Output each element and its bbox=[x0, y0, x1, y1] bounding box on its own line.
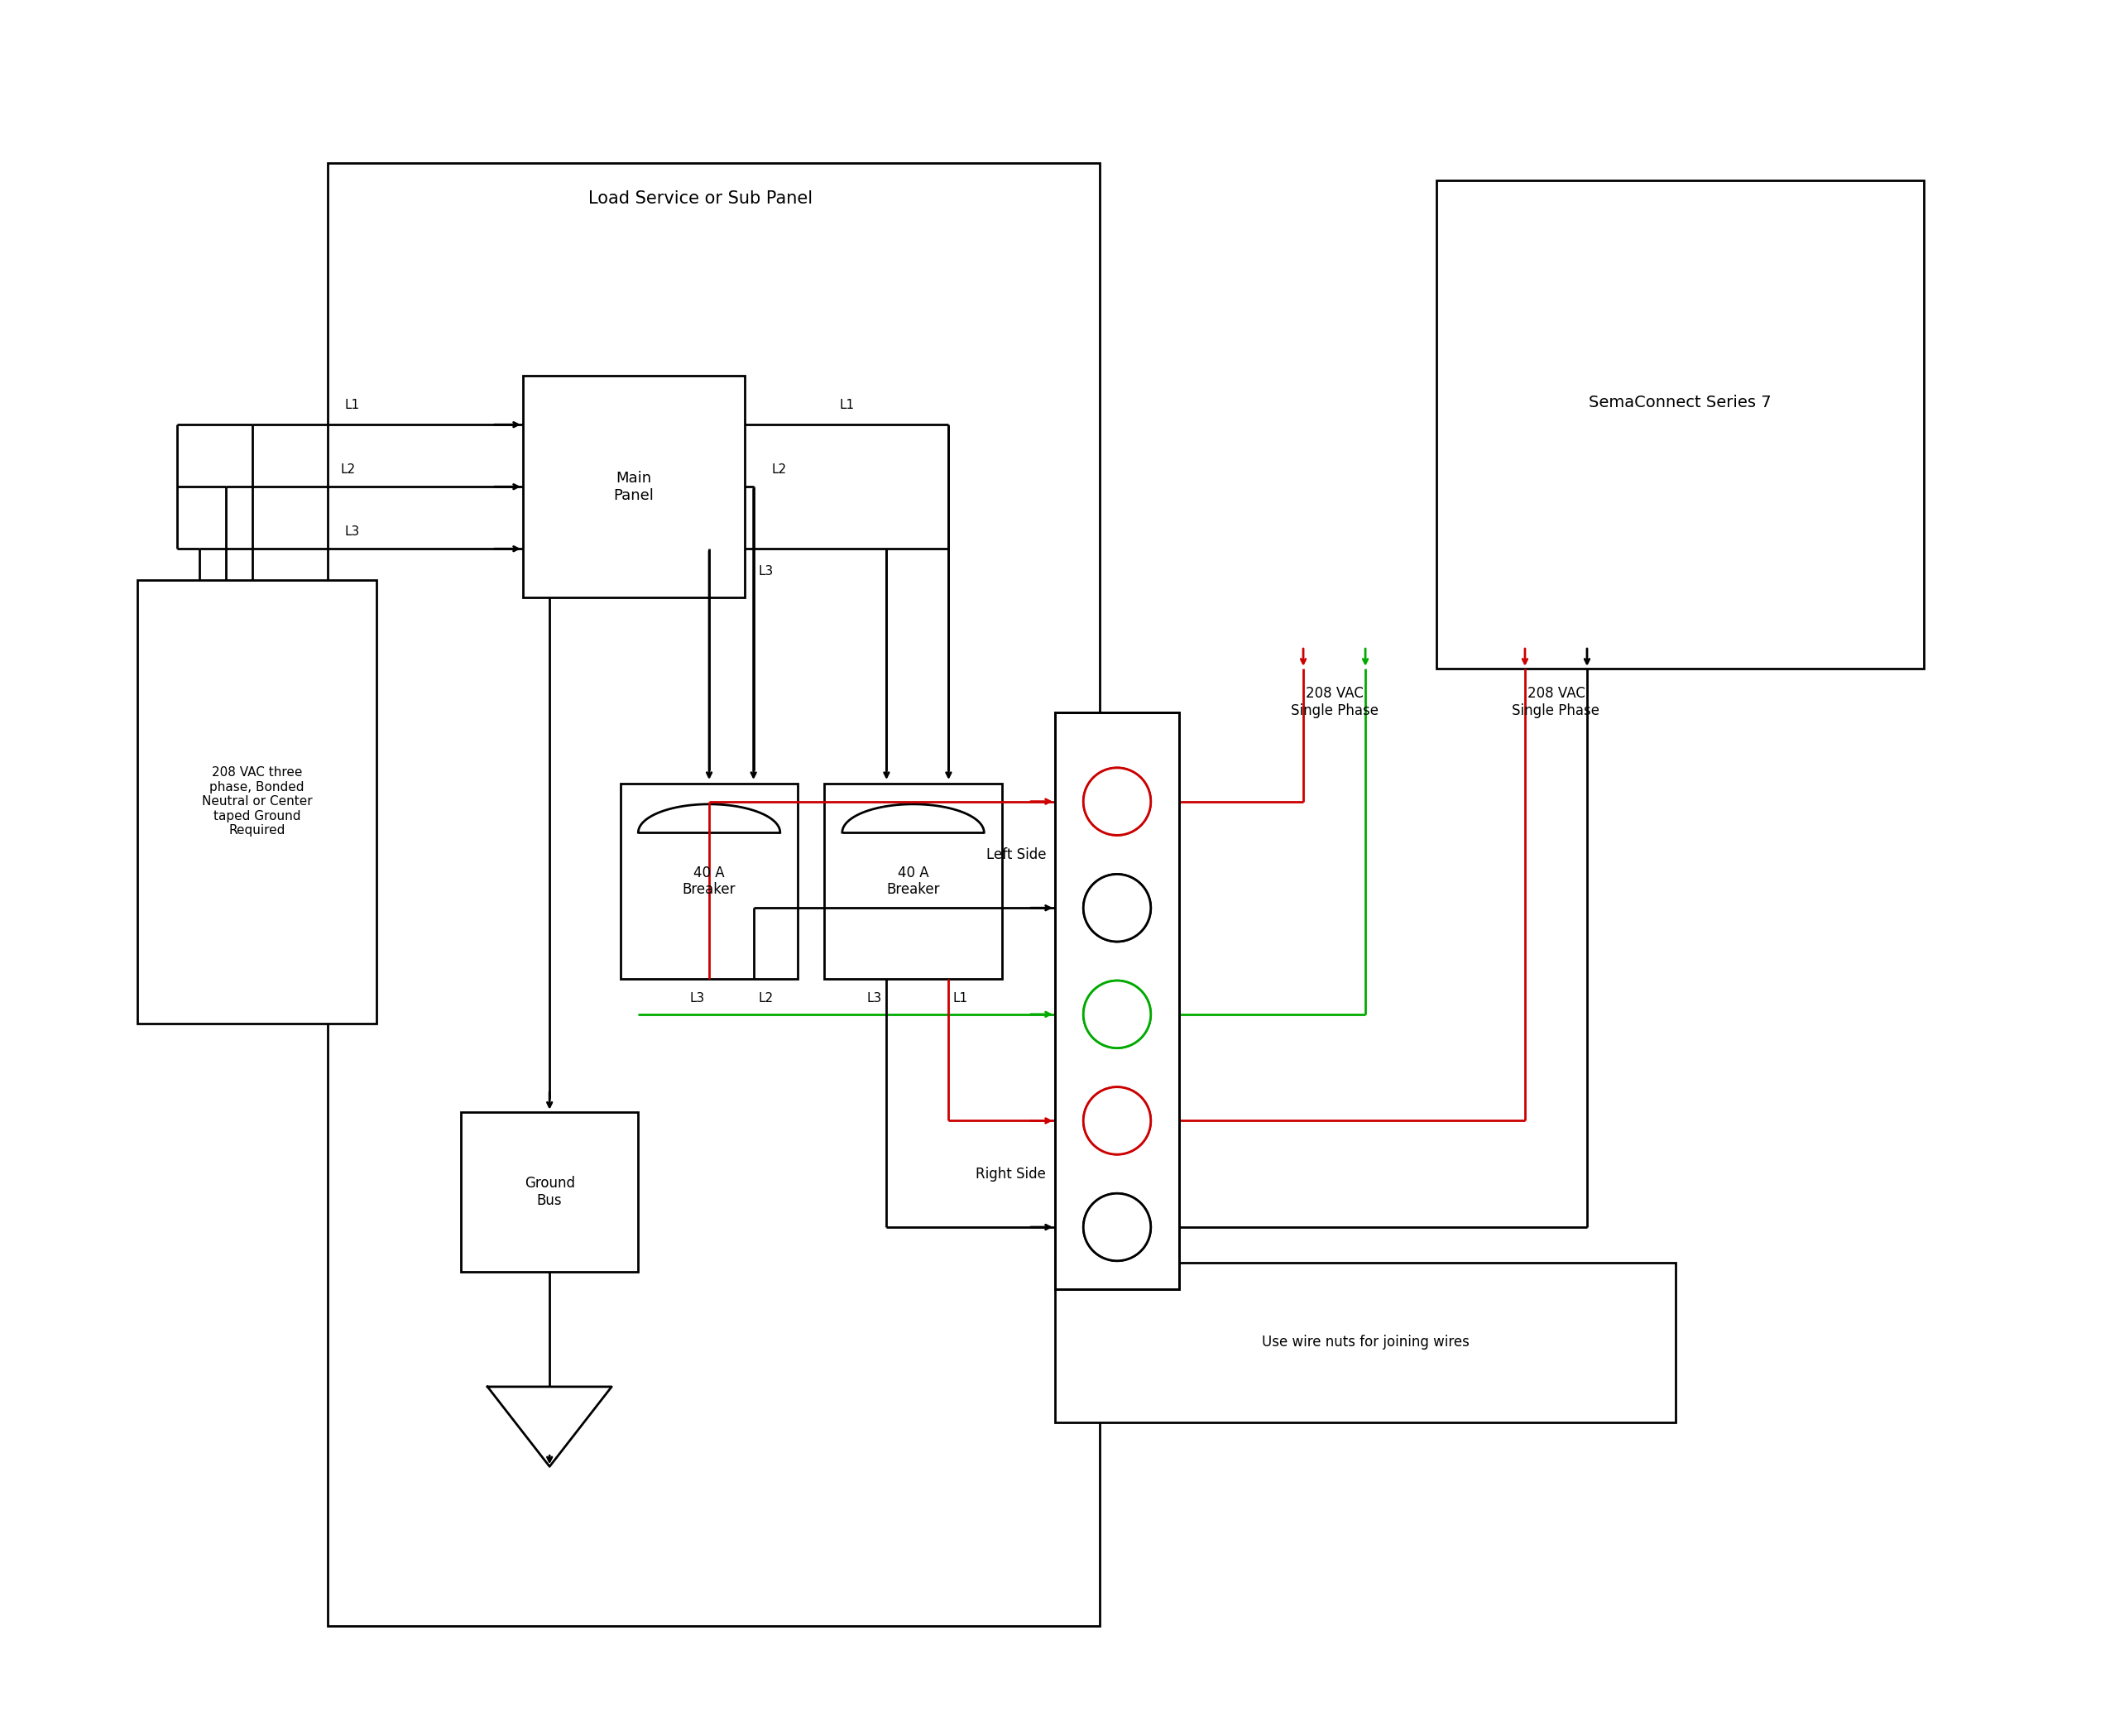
Bar bbox=[1055, 1262, 1675, 1422]
Circle shape bbox=[1082, 1193, 1150, 1260]
Text: L3: L3 bbox=[757, 564, 772, 576]
Text: 208 VAC
Single Phase: 208 VAC Single Phase bbox=[1513, 686, 1599, 719]
Circle shape bbox=[1082, 1087, 1150, 1154]
Text: L1: L1 bbox=[840, 399, 855, 411]
Bar bbox=[1437, 181, 1924, 668]
Text: Load Service or Sub Panel: Load Service or Sub Panel bbox=[589, 191, 812, 207]
Text: L2: L2 bbox=[757, 993, 772, 1005]
Circle shape bbox=[1082, 1193, 1150, 1260]
Circle shape bbox=[1082, 767, 1150, 835]
Text: Ground
Bus: Ground Bus bbox=[523, 1175, 574, 1208]
Text: 40 A
Breaker: 40 A Breaker bbox=[886, 865, 939, 898]
Bar bbox=[523, 377, 745, 597]
Bar bbox=[1055, 713, 1179, 1290]
Text: Use wire nuts for joining wires: Use wire nuts for joining wires bbox=[1262, 1335, 1469, 1351]
Text: L3: L3 bbox=[690, 993, 705, 1005]
Text: 208 VAC
Single Phase: 208 VAC Single Phase bbox=[1291, 686, 1378, 719]
Text: Right Side: Right Side bbox=[977, 1167, 1047, 1182]
Text: 40 A
Breaker: 40 A Breaker bbox=[682, 865, 736, 898]
Text: SemaConnect Series 7: SemaConnect Series 7 bbox=[1589, 394, 1772, 410]
Text: Main
Panel: Main Panel bbox=[614, 470, 654, 503]
Text: L2: L2 bbox=[340, 464, 354, 476]
Bar bbox=[460, 1111, 637, 1271]
Circle shape bbox=[1082, 981, 1150, 1049]
Circle shape bbox=[1082, 981, 1150, 1049]
Bar bbox=[137, 580, 378, 1023]
Text: L3: L3 bbox=[344, 526, 361, 538]
Text: 208 VAC three
phase, Bonded
Neutral or Center
taped Ground
Required: 208 VAC three phase, Bonded Neutral or C… bbox=[203, 767, 312, 837]
Circle shape bbox=[1082, 875, 1150, 941]
Text: L3: L3 bbox=[867, 993, 882, 1005]
Text: Left Side: Left Side bbox=[985, 847, 1047, 863]
Bar bbox=[620, 783, 798, 979]
Bar bbox=[1055, 713, 1179, 1290]
Circle shape bbox=[1082, 875, 1150, 941]
Text: L1: L1 bbox=[954, 993, 968, 1005]
Bar bbox=[327, 163, 1099, 1627]
Circle shape bbox=[1082, 767, 1150, 835]
Circle shape bbox=[1082, 1087, 1150, 1154]
Bar bbox=[825, 783, 1002, 979]
Text: L1: L1 bbox=[344, 399, 361, 411]
Text: L2: L2 bbox=[772, 464, 787, 476]
